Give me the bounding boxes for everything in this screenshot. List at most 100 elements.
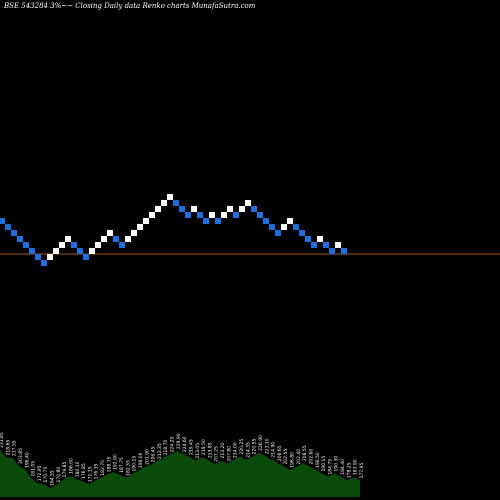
renko-brick [149,212,155,218]
renko-brick [245,200,251,206]
renko-brick [35,254,41,260]
volume-label: 176.35 [94,463,100,479]
volume-label: 231.85 [0,432,5,448]
renko-brick [215,218,221,224]
chart-title: BSE 543284 3%~~ Closing Daily data Renko… [4,2,256,10]
volume-label: 184.40 [340,459,346,475]
renko-brick [89,248,95,254]
renko-brick [101,236,107,242]
volume-label: 188.75 [106,456,112,472]
renko-brick [155,206,161,212]
renko-brick [77,248,83,254]
renko-brick [95,242,101,248]
volume-label: 172.95 [37,465,43,481]
volume-label: 219.50 [201,439,207,455]
renko-brick [131,230,137,236]
renko-brick [275,230,281,236]
volume-label: 202.60 [308,449,314,465]
renko-brick [341,248,347,254]
volume-label: 196.50 [315,452,321,468]
volume-area [0,450,360,497]
renko-brick [143,218,149,224]
renko-brick [281,224,287,230]
volume-label: 202.40 [296,449,302,465]
volume-label: 221.10 [264,438,270,454]
renko-brick [83,254,89,260]
renko-brick [233,212,239,218]
volume-label: 208.65 [277,445,283,461]
renko-brick [209,212,215,218]
volume-label: 213.20 [220,443,226,459]
volume-label: 220.25 [239,439,245,455]
volume-label: 217.55 [12,440,18,456]
volume-label: 190.15 [321,456,327,472]
renko-brick [17,236,23,242]
volume-label: 218.70 [163,440,169,456]
renko-brick [71,242,77,248]
volume-label: 213.05 [195,443,201,459]
volume-label: 214.00 [233,442,239,458]
volume-label: 196.40 [24,452,30,468]
renko-brick [317,236,323,242]
volume-label: 207.25 [214,446,220,462]
volume-label: 184.75 [327,459,333,475]
renko-brick [11,230,17,236]
volume-label: 170.75 [43,467,49,483]
renko-brick [167,194,173,200]
volume-label: 164.55 [50,470,56,486]
volume-label: 177.95 [359,463,365,479]
renko-brick [239,206,245,212]
renko-brick [287,218,293,224]
volume-label: 187.75 [119,457,125,473]
renko-brick [47,254,53,260]
volume-label: 220.55 [252,438,258,454]
renko-brick [197,212,203,218]
volume-label: 208.55 [302,445,308,461]
renko-brick [119,242,125,248]
volume-label: 226.90 [258,435,264,451]
brick-group [0,194,347,266]
volume-label: 218.65 [5,440,11,456]
renko-brick [299,230,305,236]
volume-label: 206.45 [151,446,157,462]
volume-label: 180.10 [75,461,81,477]
volume-label: 212.35 [157,443,163,459]
volume-label: 182.55 [125,460,131,476]
volume-label: 224.25 [170,436,176,452]
volume-label: 229.90 [176,433,182,449]
volume-label: 190.15 [132,456,138,472]
renko-brick [251,206,257,212]
volume-label: 190.30 [334,456,340,472]
renko-brick [53,248,59,254]
volume-label: 203.85 [18,448,24,464]
renko-brick [65,236,71,242]
renko-brick [203,218,209,224]
volume-label: 213.85 [207,442,213,458]
renko-brick [269,224,275,230]
volume-label: 196.80 [290,452,296,468]
renko-brick [137,224,143,230]
volume-label: 186.00 [68,458,74,474]
renko-brick [329,248,335,254]
renko-brick [107,230,113,236]
volume-label: 214.35 [245,442,251,458]
renko-brick [227,206,233,212]
volume-label: 183.90 [353,459,359,475]
renko-brick [185,212,191,218]
renko-brick [41,260,47,266]
renko-brick [221,212,227,218]
volume-label: 170.80 [56,467,62,483]
renko-brick [179,206,185,212]
renko-brick [113,236,119,242]
volume-label: 171.15 [87,466,93,482]
volume-label: 178.25 [346,462,352,478]
renko-brick [59,242,65,248]
renko-brick [29,248,35,254]
volume-label: 181.05 [31,461,37,477]
volume-label: 224.60 [182,436,188,452]
renko-brick [161,200,167,206]
volume-label: 214.90 [271,442,277,458]
renko-brick [125,236,131,242]
